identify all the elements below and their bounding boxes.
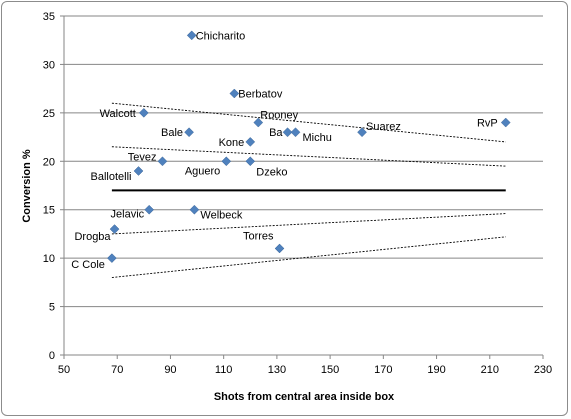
point-label: Suarez bbox=[366, 121, 401, 133]
reference-lines bbox=[111, 102, 506, 278]
x-tick-label: 50 bbox=[58, 364, 70, 376]
point-label: Bale bbox=[161, 127, 183, 139]
data-points bbox=[107, 30, 511, 263]
y-tick-label: 0 bbox=[49, 350, 55, 362]
point-label: Michu bbox=[303, 132, 332, 144]
point-labels: Chicharito Berbatov Walcott Rooney RvP Bale Ba… bbox=[71, 30, 497, 271]
point-label: Aguero bbox=[185, 165, 220, 177]
point-label: Chicharito bbox=[196, 30, 246, 42]
y-tick-label: 20 bbox=[43, 156, 55, 168]
data-point bbox=[144, 204, 155, 215]
data-point bbox=[500, 117, 511, 128]
data-point bbox=[245, 137, 256, 147]
x-tick-label: 110 bbox=[215, 364, 233, 376]
y-tick-label: 15 bbox=[43, 205, 55, 217]
data-point bbox=[109, 224, 120, 234]
point-label: Kone bbox=[219, 137, 245, 149]
point-label: C Cole bbox=[71, 259, 105, 271]
y-tick-label: 30 bbox=[43, 59, 55, 71]
x-tick-label: 230 bbox=[534, 364, 552, 376]
point-label: Tevez bbox=[128, 151, 157, 163]
data-point bbox=[186, 30, 197, 41]
dashed-trend-line-3 bbox=[111, 213, 506, 235]
data-point bbox=[357, 127, 367, 138]
point-label: Ballotelli bbox=[91, 171, 132, 183]
dashed-trend-line-4 bbox=[111, 236, 506, 278]
data-point bbox=[282, 127, 293, 138]
data-point bbox=[184, 127, 194, 138]
x-tick-label: 130 bbox=[268, 364, 286, 376]
point-label: Rooney bbox=[260, 110, 298, 122]
x-tick-label: 70 bbox=[111, 364, 123, 376]
point-label: RvP bbox=[477, 118, 498, 130]
y-tick-label: 10 bbox=[43, 253, 55, 265]
y-axis-title: Conversion % bbox=[21, 149, 33, 223]
data-point bbox=[133, 166, 144, 176]
x-tick-label: 170 bbox=[374, 364, 392, 376]
y-tick-label: 25 bbox=[43, 108, 55, 120]
x-tick-label: 150 bbox=[321, 364, 339, 376]
x-tick-label: 210 bbox=[481, 364, 499, 376]
data-point bbox=[253, 117, 264, 128]
data-point bbox=[189, 204, 200, 215]
y-tick-label: 5 bbox=[49, 302, 55, 314]
x-tick-label: 90 bbox=[164, 364, 176, 376]
point-label: Berbatov bbox=[238, 88, 283, 100]
data-point bbox=[245, 156, 256, 167]
axes: 0 5 10 15 20 25 30 35 50 70 90 110 130 150 170 190 210 23… bbox=[43, 11, 552, 376]
x-axis-title: Shots from central area inside box bbox=[214, 391, 395, 403]
data-point bbox=[290, 127, 301, 138]
data-point bbox=[157, 156, 168, 167]
point-label: Walcott bbox=[100, 108, 136, 120]
point-label: Drogba bbox=[74, 231, 111, 243]
point-label: Torres bbox=[243, 230, 274, 242]
dashed-trend-line-2 bbox=[111, 146, 506, 167]
point-label: Ba bbox=[269, 127, 283, 139]
y-tick-label: 35 bbox=[43, 11, 55, 23]
point-label: Welbeck bbox=[200, 210, 242, 222]
data-point bbox=[274, 243, 285, 254]
data-point bbox=[221, 156, 232, 167]
data-point bbox=[107, 253, 117, 263]
point-label: Jelavic bbox=[111, 209, 145, 221]
point-label: Dzeko bbox=[256, 166, 287, 178]
x-tick-label: 190 bbox=[427, 364, 445, 376]
data-point bbox=[229, 88, 240, 99]
data-point bbox=[138, 108, 149, 118]
dashed-trend-line-1 bbox=[111, 102, 506, 143]
